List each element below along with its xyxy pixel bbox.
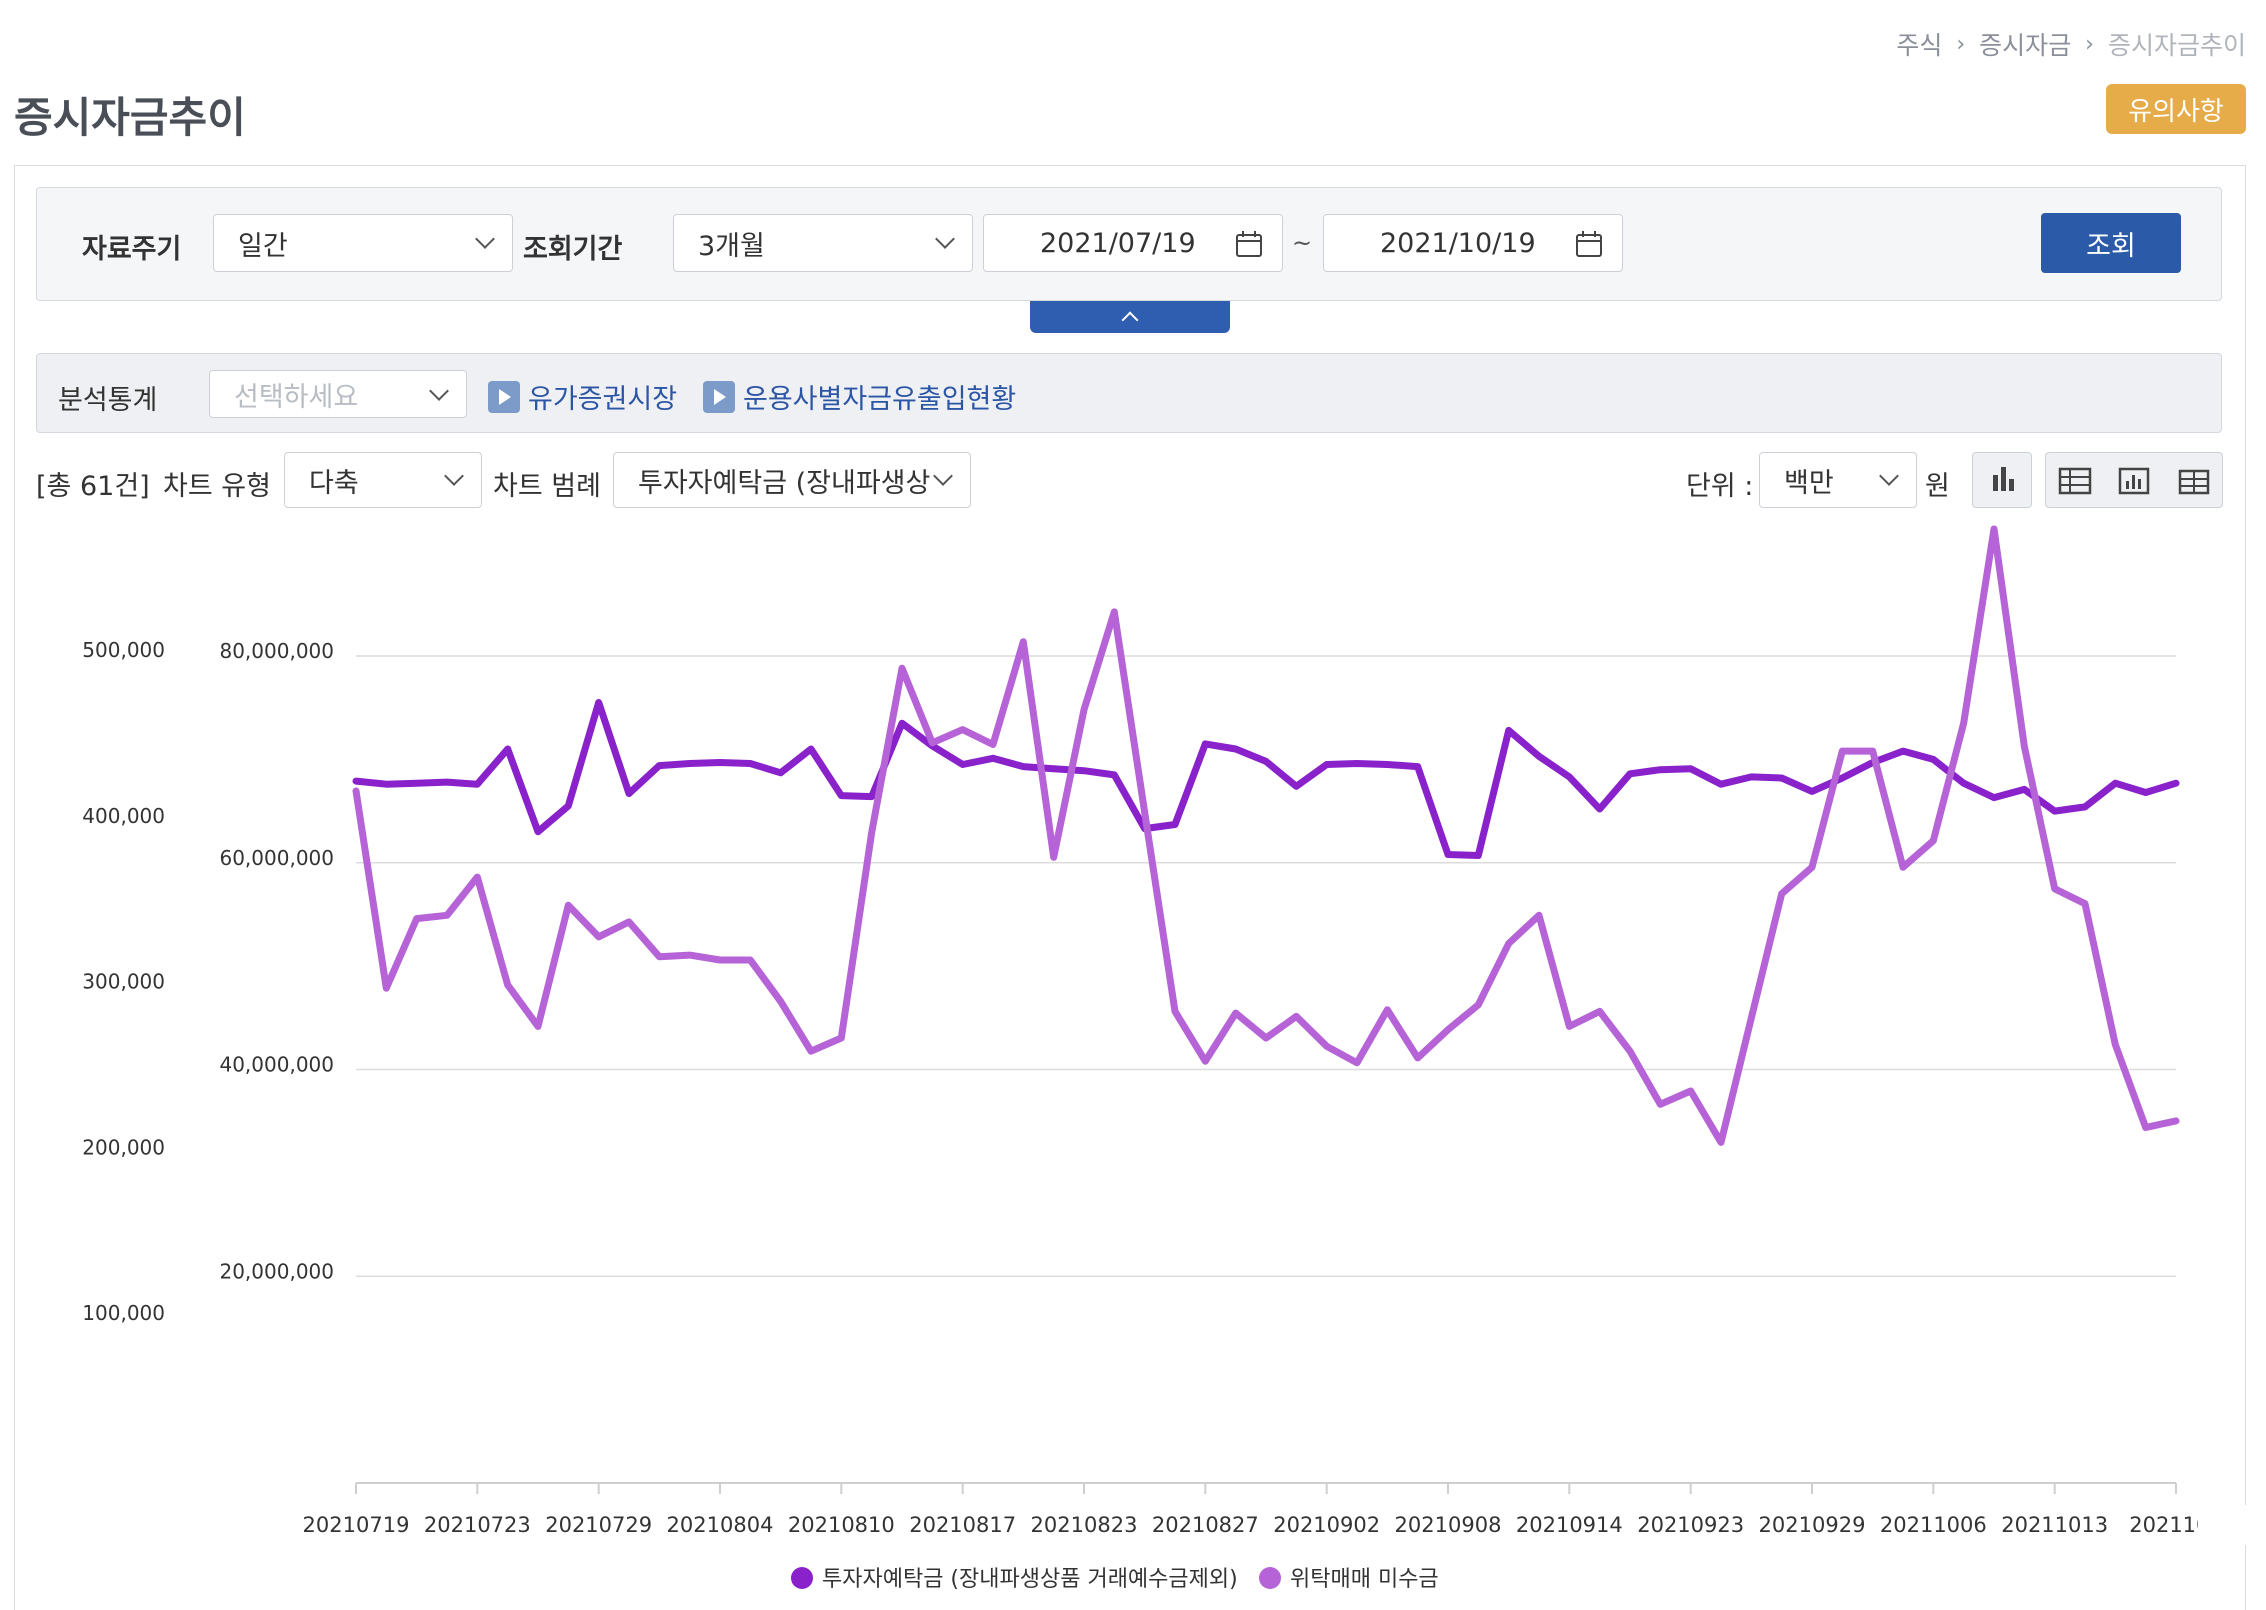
period-label: 자료주기 — [82, 234, 182, 265]
unit-suffix: 원 — [1925, 471, 1950, 502]
link-kospi-market-label: 유가증권시장 — [528, 384, 678, 415]
analysis-label: 분석통계 — [58, 385, 158, 416]
chevron-right-icon: › — [1956, 31, 1966, 57]
link-fund-flow-label: 운용사별자금유출입현황 — [743, 384, 1017, 415]
collapse-filter-button[interactable] — [1030, 301, 1230, 333]
range-label: 조회기간 — [523, 234, 623, 265]
chart-legend-select[interactable]: 투자자예탁금 (장내파생상 — [613, 452, 971, 508]
calendar-icon[interactable] — [1234, 229, 1264, 259]
link-kospi-market[interactable]: 유가증권시장 — [488, 377, 677, 416]
page-title: 증시자금추이 — [14, 93, 246, 142]
range-select-value: 3개월 — [698, 230, 765, 262]
calendar-icon[interactable] — [1574, 229, 1604, 259]
range-select[interactable]: 3개월 — [673, 214, 973, 272]
view-mode-group — [2045, 452, 2223, 508]
total-count: [총 61건] — [36, 471, 150, 502]
play-icon — [703, 380, 735, 413]
chart-only-icon[interactable] — [2118, 467, 2150, 495]
chart-legend-label: 차트 범례 — [493, 471, 601, 502]
unit-select[interactable]: 백만 — [1759, 452, 1917, 508]
period-select-value: 일간 — [238, 230, 288, 262]
chevron-down-icon — [933, 466, 953, 486]
chart-type-label: 차트 유형 — [163, 471, 271, 502]
start-date-value: 2021/07/19 — [1040, 227, 1196, 259]
link-fund-flow[interactable]: 운용사별자금유출입현황 — [703, 377, 1016, 416]
search-button[interactable]: 조회 — [2041, 213, 2181, 273]
bar-chart-icon — [1993, 467, 2014, 491]
end-date-value: 2021/10/19 — [1380, 227, 1536, 259]
table-only-icon[interactable] — [2178, 469, 2210, 495]
notice-button[interactable]: 유의사항 — [2106, 84, 2246, 134]
chevron-down-icon — [475, 229, 495, 249]
period-select[interactable]: 일간 — [213, 214, 513, 272]
play-icon — [488, 380, 520, 413]
end-date-input[interactable]: 2021/10/19 — [1323, 214, 1623, 272]
chart-legend-value: 투자자예탁금 (장내파생상 — [638, 467, 931, 499]
chevron-down-icon — [429, 381, 449, 401]
chevron-down-icon — [444, 466, 464, 486]
bar-chart-view-button[interactable] — [1972, 452, 2032, 508]
chevron-right-icon: › — [2085, 31, 2094, 57]
chevron-up-icon — [1121, 311, 1139, 329]
unit-value: 백만 — [1784, 467, 1834, 499]
table-chart-icon[interactable] — [2058, 467, 2092, 495]
breadcrumb-item-funds[interactable]: 증시자금 — [1979, 31, 2072, 60]
start-date-input[interactable]: 2021/07/19 — [983, 214, 1283, 272]
breadcrumb: 주식 › 증시자금 › 증시자금추이 — [1896, 26, 2246, 62]
analysis-select-placeholder: 선택하세요 — [234, 381, 359, 413]
analysis-select[interactable]: 선택하세요 — [209, 370, 467, 418]
date-range-separator: ~ — [1292, 229, 1313, 257]
chart-type-value: 다축 — [309, 467, 359, 499]
breadcrumb-item-current: 증시자금추이 — [2107, 31, 2246, 60]
chevron-down-icon — [1879, 466, 1899, 486]
breadcrumb-item-stock[interactable]: 주식 — [1896, 31, 1943, 60]
chart-type-select[interactable]: 다축 — [284, 452, 482, 508]
content-panel — [14, 165, 2246, 1610]
chevron-down-icon — [935, 229, 955, 249]
unit-label: 단위 : — [1686, 471, 1754, 502]
